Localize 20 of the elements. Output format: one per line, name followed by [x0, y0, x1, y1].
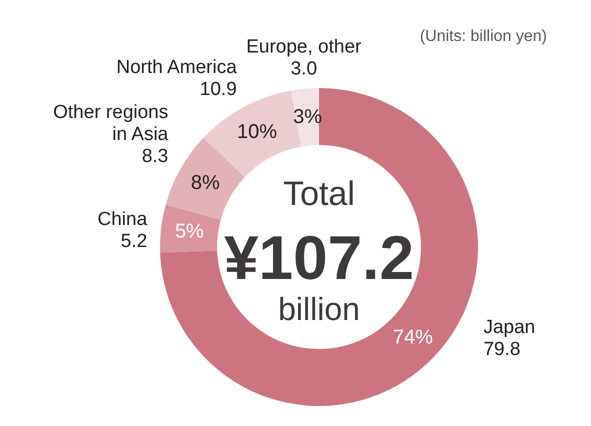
data-label: 8.3: [142, 146, 168, 168]
slice-label: Japan: [483, 317, 536, 338]
text: 74%: [392, 326, 433, 349]
data-label: 5.2: [120, 230, 148, 252]
data-label: 10.9: [200, 78, 237, 100]
text: 10%: [236, 121, 277, 144]
text: Total: [283, 175, 355, 213]
data-label: 79.8: [483, 339, 520, 360]
slice-label: North America: [116, 56, 238, 78]
text: (Units: billion yen): [420, 28, 547, 45]
slice-label: Other regions in Asia: [53, 102, 169, 146]
text: 8%: [190, 172, 220, 194]
data-label: 3.0: [290, 58, 318, 80]
text: 5%: [174, 220, 204, 243]
text: billion: [278, 291, 360, 327]
text: 3%: [293, 106, 322, 128]
slice-label: Europe, other: [246, 36, 362, 58]
donut-slice: [160, 204, 221, 253]
slice-label: China: [98, 208, 148, 230]
text: ¥107.2: [224, 224, 414, 293]
